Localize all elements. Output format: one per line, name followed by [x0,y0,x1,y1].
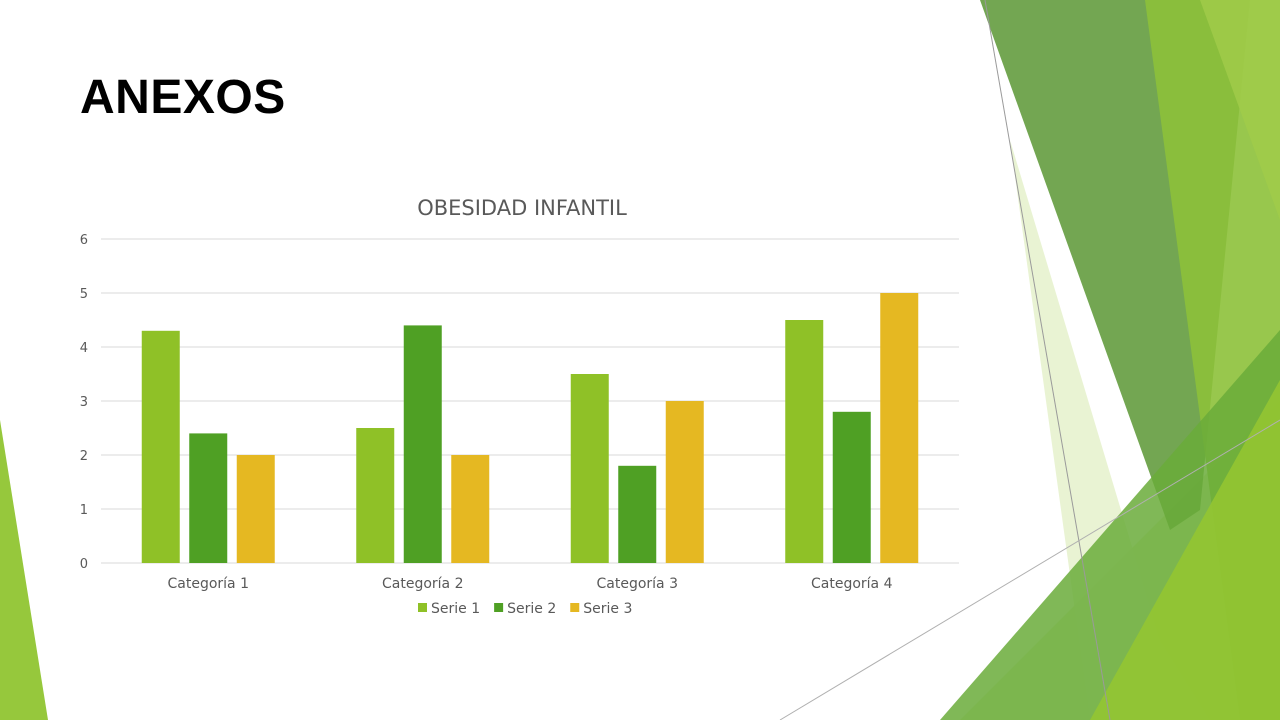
x-axis-ticks: Categoría 1 Categoría 2 Categoría 3 Categor… [168,576,893,592]
slide-title: ANEXOS [80,71,286,124]
y-tick-label: 6 [80,233,88,248]
bar-1-1 [141,330,180,563]
bar-2-1 [189,433,228,563]
bar-2-3 [618,465,657,563]
chart-title: OBESIDAD INFANTIL [417,196,627,220]
right-top-green-shape [1200,0,1280,220]
bar-2-2 [403,325,442,563]
bar-3-3 [665,401,704,563]
bar-1-2 [356,428,395,563]
gridlines [101,238,959,564]
legend-swatch [418,603,427,612]
bar-3-4 [880,293,919,563]
x-tick-label: Categoría 2 [382,576,464,592]
legend-label: Serie 3 [583,601,632,617]
legend-swatch [570,603,580,612]
y-tick-label: 5 [80,287,88,302]
legend-swatch [494,603,504,612]
legend-label: Serie 1 [431,601,480,617]
legend: Serie 1 Serie 2 Serie 3 [418,601,632,617]
y-axis-ticks: 0 1 2 3 4 5 6 [80,233,88,572]
y-tick-label: 2 [80,449,88,464]
legend-label: Serie 2 [507,601,556,617]
bar-2-4 [832,411,871,563]
decor-line-1 [984,0,1111,720]
bars [141,293,919,563]
bar-1-3 [570,374,609,563]
decor-line-2 [779,419,1280,720]
bar-3-2 [451,455,490,563]
left-green-shape [0,420,48,720]
bar-3-1 [236,455,275,563]
x-tick-label: Categoría 3 [597,576,679,592]
y-tick-label: 0 [80,557,88,572]
y-tick-label: 3 [80,395,88,410]
x-tick-label: Categoría 1 [168,576,250,592]
x-tick-label: Categoría 4 [811,576,893,592]
right-bright-green-shape [1090,380,1280,720]
bar-1-4 [785,320,824,563]
y-tick-label: 1 [80,503,88,518]
y-tick-label: 4 [80,341,88,356]
